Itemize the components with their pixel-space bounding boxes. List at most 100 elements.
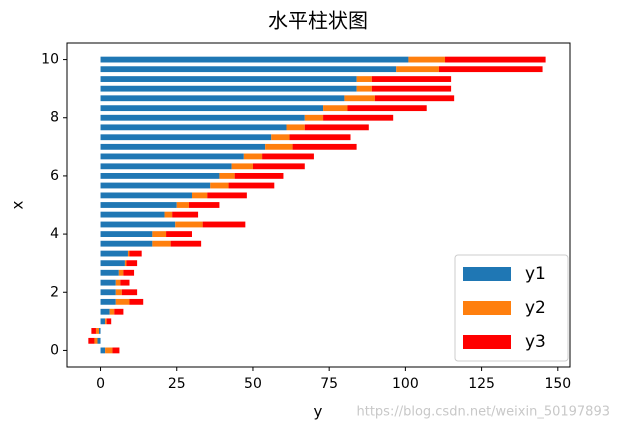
bar-segment (438, 66, 543, 73)
bar-segment (129, 250, 142, 257)
bar-segment (175, 221, 203, 228)
bar-segment (100, 211, 165, 218)
x-tick-label: 50 (244, 376, 262, 392)
bar-segment (100, 318, 106, 325)
bar-segment (228, 182, 275, 189)
bar-segment (252, 163, 305, 170)
legend-box (454, 254, 569, 362)
bar-segment (106, 318, 112, 325)
bar-segment (445, 56, 546, 63)
bar-segment (115, 279, 121, 286)
bar-segment (100, 182, 211, 189)
bar-segment (115, 289, 122, 296)
bar-segment (152, 240, 171, 247)
bar-segment (100, 231, 153, 237)
bar-segment (323, 105, 348, 112)
x-axis-label: y (314, 403, 323, 421)
bar-segment (88, 337, 95, 344)
bar-segment (164, 211, 173, 218)
bar-segment (112, 347, 120, 354)
x-tick-label: 150 (544, 376, 571, 392)
legend-label: y3 (525, 332, 546, 352)
bar-segment (170, 240, 202, 247)
bar-segment (123, 269, 135, 276)
bar-segment (100, 192, 192, 199)
bar-segment (304, 114, 324, 121)
bar-segment (202, 221, 246, 228)
bar-segment (172, 211, 199, 218)
bar-segment (100, 143, 266, 150)
bar-segment (118, 269, 124, 276)
bar-segment (347, 105, 427, 112)
watermark: https://blog.csdn.net/weixin_50197893 (356, 405, 610, 420)
y-tick-label: 4 (50, 226, 59, 242)
bar-segment (323, 114, 394, 121)
bar-segment (100, 250, 128, 257)
bar-segment (271, 134, 290, 141)
bar-segment (396, 66, 439, 73)
bar-segment (91, 328, 96, 334)
bar-segment (124, 260, 127, 267)
x-tick-label: 0 (96, 376, 105, 392)
bar-segment (289, 134, 351, 141)
bar-segment (126, 260, 138, 267)
bar-segment (152, 231, 167, 237)
bar-segment (243, 153, 263, 160)
bar-segment (100, 202, 177, 208)
bar-segment (304, 124, 369, 131)
bar-segment (344, 95, 375, 102)
bar-segment (100, 124, 287, 131)
y-tick-label: 0 (50, 342, 59, 358)
bar-segment (100, 56, 409, 63)
bar-segment (176, 202, 189, 208)
bar-segment (100, 76, 357, 82)
bar-segment (265, 143, 293, 150)
legend-swatch (463, 335, 511, 349)
bar-segment (210, 182, 229, 189)
bar-segment (115, 298, 130, 305)
bar-segment (100, 221, 176, 228)
x-tick-label: 125 (468, 376, 495, 392)
bar-segment (100, 105, 324, 112)
bar-segment (188, 202, 220, 208)
bar-segment (121, 289, 138, 296)
bar-segment (100, 66, 397, 73)
bar-segment (100, 85, 357, 92)
bar-segment (191, 192, 208, 199)
y-axis-label: x (9, 200, 27, 209)
bar-segment (100, 153, 244, 160)
bar-segment (100, 173, 220, 179)
bar-segment (114, 308, 124, 315)
bar-segment (356, 76, 372, 82)
bar-segment (231, 163, 253, 170)
bar-segment (100, 279, 116, 286)
bar-segment (100, 308, 110, 315)
bar-segment (356, 85, 372, 92)
legend-label: y2 (525, 298, 546, 318)
y-tick-label: 8 (50, 110, 59, 126)
bar-segment (109, 308, 115, 315)
bar-segment (95, 328, 100, 334)
bar-segment (100, 114, 305, 121)
bar-segment (262, 153, 314, 160)
bar-segment (100, 134, 272, 141)
bar-segment (292, 143, 357, 150)
bar-segment (207, 192, 247, 199)
bar-segment (94, 337, 98, 344)
bar-segment (120, 279, 130, 286)
bar-segment (219, 173, 235, 179)
legend-label: y1 (525, 264, 546, 284)
bar-segment (97, 337, 101, 344)
bar-segment (105, 347, 113, 354)
legend-swatch (463, 301, 511, 315)
bar-segment (100, 163, 232, 170)
bar-segment (371, 76, 452, 82)
bar-segment (105, 318, 107, 325)
bar-segment (100, 298, 116, 305)
bar-segment (99, 328, 101, 334)
bar-segment (234, 173, 284, 179)
bar-segment (100, 289, 116, 296)
bar-segment (100, 95, 345, 102)
y-tick-label: 10 (41, 52, 59, 68)
x-tick-label: 75 (320, 376, 338, 392)
